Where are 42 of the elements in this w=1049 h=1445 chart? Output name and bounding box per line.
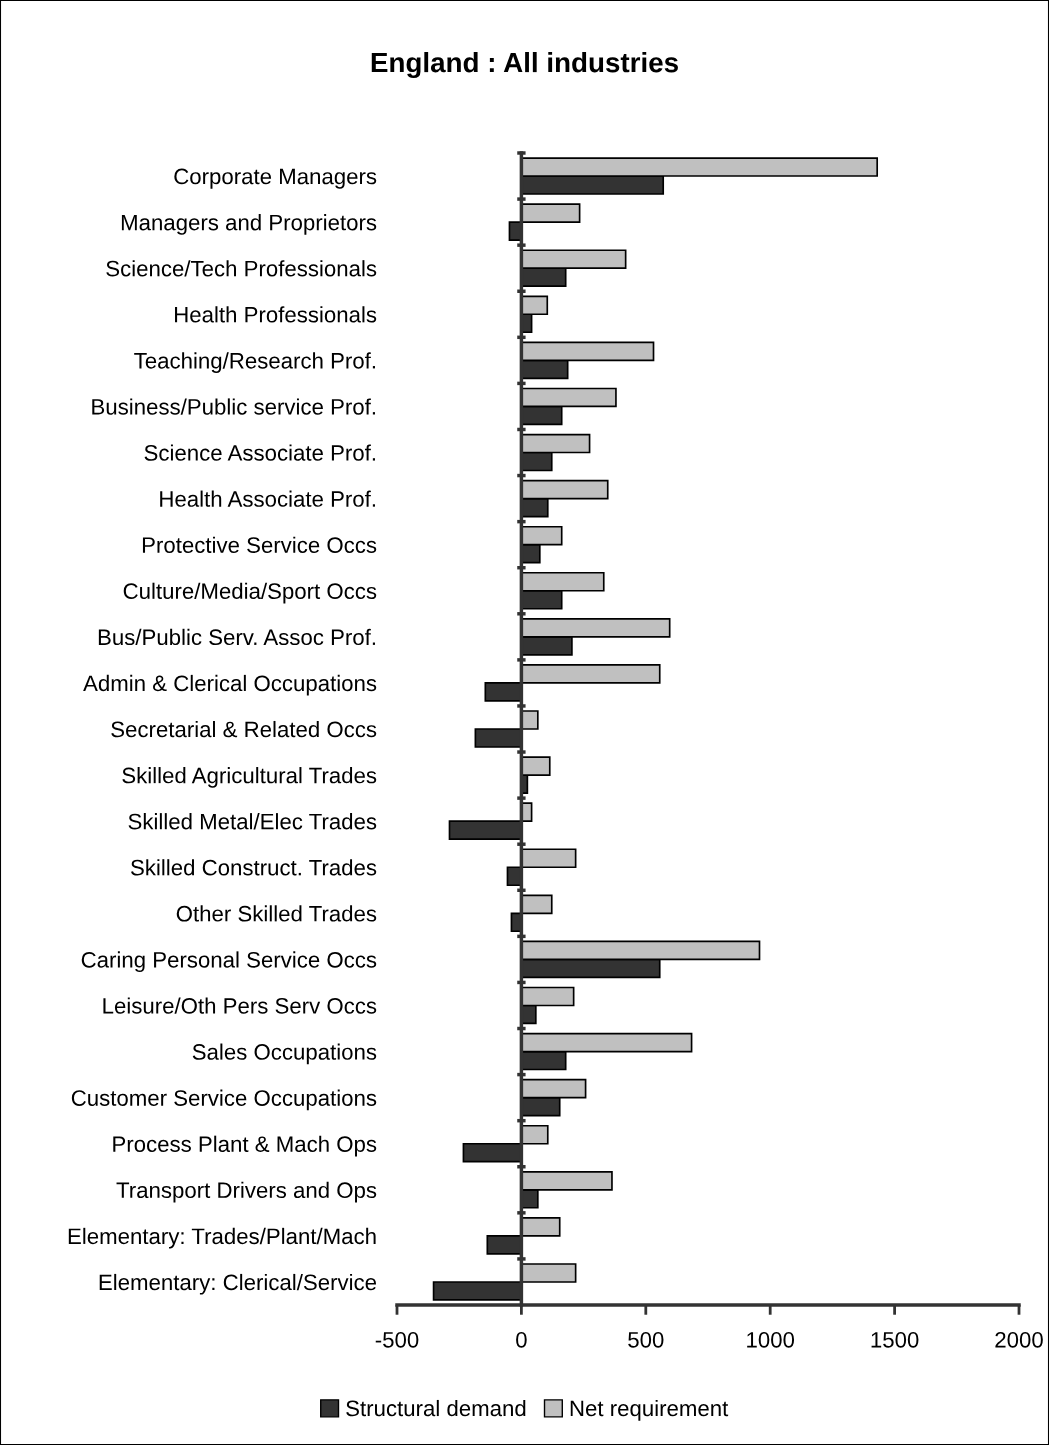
bar: [520, 1124, 549, 1145]
bar: [520, 848, 577, 869]
x-tick-label: 1500: [871, 1331, 919, 1348]
y-tick-label: Customer Service Occupations: [71, 1089, 377, 1111]
y-tick-label: Caring Personal Service Occs: [81, 951, 377, 973]
y-tick-label: Elementary: Clerical/Service: [99, 1273, 377, 1295]
y-tick-label: Skilled Construct. Trades: [131, 859, 377, 876]
bar: [520, 203, 581, 223]
x-tick-label: 0: [516, 1331, 527, 1348]
legend-label: Structural demand: [346, 1399, 526, 1417]
bar: [520, 710, 539, 730]
bar: [520, 1217, 561, 1237]
y-tick-label: Science/Tech Professionals: [106, 260, 377, 277]
y-tick-label: Elementary: Trades/Plant/Mach: [68, 1227, 376, 1249]
y-tick-label: Science Associate Prof.: [144, 444, 375, 461]
bar: [520, 1263, 577, 1283]
x-tick-label: 2000: [995, 1331, 1043, 1348]
y-tick-label: Process Plant & Mach Ops: [113, 1135, 377, 1157]
bar: [520, 664, 661, 684]
y-tick-label: Health Associate Prof.: [160, 490, 375, 507]
y-tick-label: Leisure/Oth Pers Serv Occs: [103, 997, 377, 1014]
y-tick-label: Corporate Managers: [174, 168, 377, 189]
y-tick-label: Sales Occupations: [192, 1043, 377, 1065]
y-tick-label: Teaching/Research Prof.: [134, 352, 375, 374]
x-tick-label: -500: [375, 1331, 419, 1348]
y-tick-label: Protective Service Occs: [142, 536, 377, 553]
x-tick-label: 1000: [747, 1331, 795, 1348]
legend-label: Net requirement: [570, 1399, 729, 1421]
y-tick-label: Skilled Metal/Elec Trades: [128, 813, 377, 830]
y-tick-label: Admin & Clerical Occupations: [83, 674, 377, 696]
y-tick-label: Skilled Agricultural Trades: [122, 767, 377, 788]
y-tick-label: Other Skilled Trades: [176, 905, 377, 922]
y-tick-label: Business/Public service Prof.: [92, 398, 375, 415]
chart-title: England : All industries: [371, 51, 678, 79]
y-tick-label: Culture/Media/Sport Occs: [123, 582, 377, 604]
y-tick-label: Secretarial & Related Occs: [111, 720, 377, 738]
y-tick-label: Health Professionals: [175, 306, 377, 323]
bar: [520, 894, 553, 915]
y-tick-label: Managers and Proprietors: [121, 214, 377, 235]
y-tick-label: Bus/Public Serv. Assoc Prof.: [98, 628, 375, 646]
y-tick-label: Transport Drivers and Ops: [116, 1181, 377, 1203]
x-tick-label: 500: [628, 1331, 664, 1348]
